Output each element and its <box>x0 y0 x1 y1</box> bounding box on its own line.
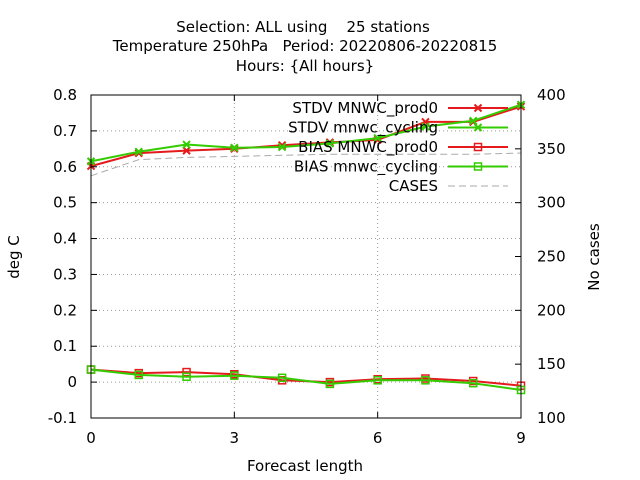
x-axis-label: Forecast length <box>247 457 363 475</box>
y-axis-label: deg C <box>5 235 23 279</box>
y2-tick-label-1: 150 <box>537 355 566 373</box>
series-1-point-2 <box>182 140 191 149</box>
series-3-point-2 <box>182 372 191 381</box>
series-3-point-1 <box>134 370 144 380</box>
y-tick-label-0: -0.1 <box>48 409 77 427</box>
y-tick-label-2: 0.1 <box>53 337 77 355</box>
y2-tick-label-2: 200 <box>537 301 566 319</box>
y-tick-label-3: 0.2 <box>53 301 77 319</box>
chart-title: Selection: ALL using 25 stations Tempera… <box>112 18 498 75</box>
series-1-point-5 <box>325 139 335 148</box>
series-3-point-5 <box>325 379 335 389</box>
series-3-point-4 <box>277 373 287 383</box>
series-line-0 <box>90 105 522 168</box>
legend-label-4: CASES <box>389 177 438 195</box>
title-line-3: Hours: {All hours} <box>236 57 374 75</box>
series-line-3 <box>90 368 522 391</box>
series-0-point-2 <box>182 146 191 155</box>
y-tick-label-6: 0.5 <box>53 194 77 212</box>
title-line-1: Selection: ALL using 25 stations <box>176 18 430 36</box>
y-tick-label-7: 0.6 <box>53 158 77 176</box>
legend-label-1: STDV mnwc_cycling <box>288 119 438 138</box>
y-tick-label-4: 0.3 <box>53 265 77 283</box>
title-line-2: Temperature 250hPa Period: 20220806-2022… <box>112 37 498 55</box>
legend-label-3: BIAS mnwc_cycling <box>294 158 438 177</box>
y-tick-label-9: 0.8 <box>53 86 77 104</box>
series-layer <box>86 100 526 395</box>
series-1-point-7 <box>421 122 430 131</box>
series-1-point-1 <box>134 147 143 156</box>
series-3-point-7 <box>421 376 430 385</box>
axes: -0.1 0 0.1 0.2 0.3 0.4 0.5 0.6 0.7 0.8 100 150 200 25… <box>48 86 566 447</box>
y2-tick-label-4: 300 <box>537 194 566 212</box>
series-line-2 <box>90 368 522 387</box>
legend-marker-3 <box>473 162 483 171</box>
x-tick-label-0: 0 <box>86 429 96 447</box>
y2-axis-label: No cases <box>585 223 603 291</box>
x-tick-label-1: 3 <box>230 429 240 447</box>
legend-label-0: STDV MNWC_prod0 <box>292 99 438 118</box>
series-1-point-8 <box>469 116 478 126</box>
y-tick-label-1: 0 <box>67 373 77 391</box>
series-1-point-4 <box>277 142 287 152</box>
series-line-1 <box>90 103 522 163</box>
series-1-point-3 <box>230 143 239 152</box>
x-tick-label-3: 9 <box>516 429 526 447</box>
y2-tick-label-0: 100 <box>537 409 566 427</box>
y-tick-label-8: 0.7 <box>53 122 77 140</box>
series-3-point-3 <box>230 371 239 380</box>
legend-marker-2 <box>473 142 483 152</box>
y2-tick-label-3: 250 <box>537 248 566 266</box>
series-1-point-6 <box>373 133 382 143</box>
series-3-point-8 <box>468 378 478 388</box>
series-3-point-6 <box>373 376 382 385</box>
series-2-point-2 <box>182 367 191 377</box>
x-tick-label-2: 6 <box>373 429 383 447</box>
legend-marker-1 <box>473 123 483 132</box>
legend-marker-0 <box>473 103 483 113</box>
legend-label-2: BIAS MNWC_prod0 <box>298 138 438 157</box>
y2-tick-label-5: 350 <box>537 140 566 158</box>
y2-tick-label-6: 400 <box>537 86 566 104</box>
y-tick-label-5: 0.4 <box>53 230 77 248</box>
